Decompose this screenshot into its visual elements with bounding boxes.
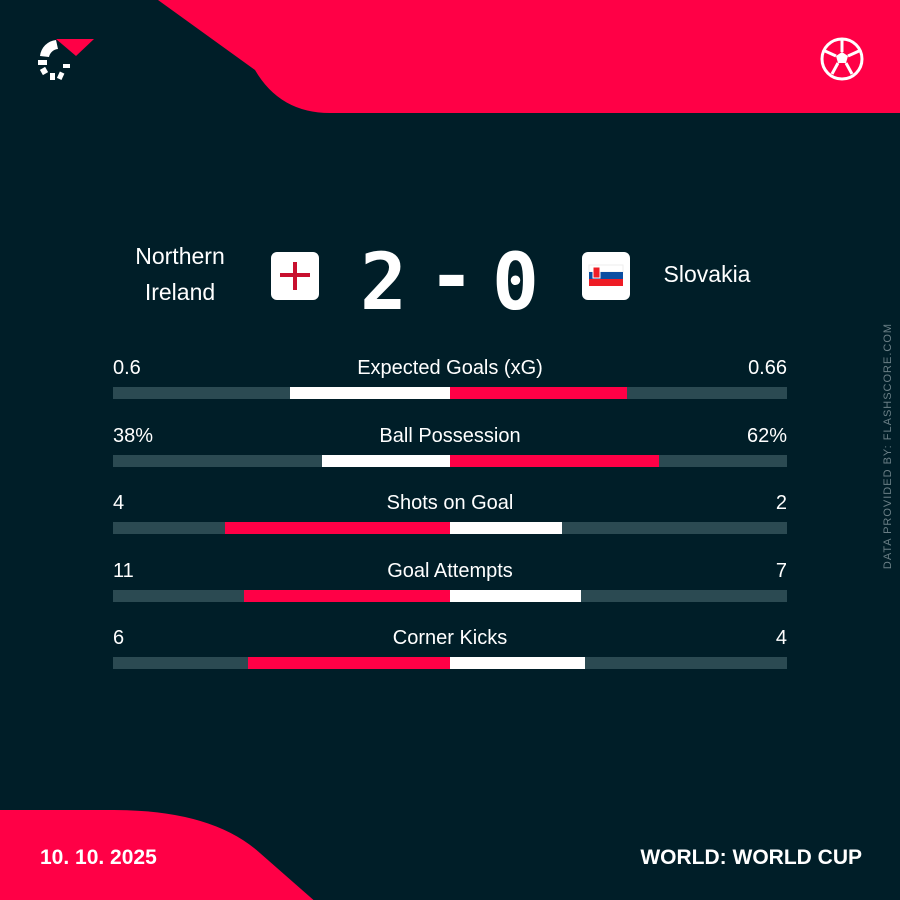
away-value: 0.66 — [748, 357, 787, 379]
home-value: 38% — [113, 424, 154, 447]
flag-icon — [280, 262, 310, 290]
home-team-line2: Ireland — [144, 279, 216, 305]
away-bar — [450, 657, 585, 669]
stat-row: 38% Ball Possession 62% — [113, 423, 787, 473]
away-team-name: Slovakia — [663, 261, 751, 287]
away-score: 0 — [492, 238, 539, 328]
home-team-line1: Northern — [135, 243, 225, 269]
away-bar — [450, 387, 627, 399]
home-value: 0.6 — [113, 357, 141, 379]
slovakia-flag — [582, 252, 630, 300]
stat-row: 11 Goal Attempts 7 — [113, 558, 787, 608]
northern-ireland-flag — [271, 252, 319, 300]
home-bar — [289, 387, 450, 399]
home-value: 11 — [113, 559, 134, 582]
stat-name: Ball Possession — [379, 424, 521, 447]
stat-name: Goal Attempts — [387, 559, 513, 582]
home-score: 2 — [360, 238, 407, 328]
data-credit: DATA PROVIDED BY: FLASHSCORE.COM — [882, 322, 894, 570]
home-bar — [247, 657, 450, 669]
stat-bar-track — [113, 657, 787, 669]
competition-name: WORLD: WORLD CUP — [640, 846, 862, 869]
stat-name: Expected Goals (xG) — [357, 357, 543, 379]
match-date: 10. 10. 2025 — [40, 846, 157, 869]
stat-name: Corner Kicks — [392, 627, 508, 649]
flag-icon — [588, 264, 624, 286]
flashscore-logo — [38, 39, 94, 80]
stat-bar-track — [113, 522, 787, 534]
stat-row: 6 Corner Kicks 4 — [113, 625, 787, 675]
away-value: 7 — [775, 559, 787, 582]
home-team-name: Northern Ireland — [110, 238, 250, 310]
home-bar — [321, 454, 450, 467]
stat-name: Shots on Goal — [386, 492, 514, 514]
home-bar — [244, 589, 450, 602]
stat-row: 4 Shots on Goal 2 — [113, 490, 787, 540]
away-value: 4 — [775, 627, 787, 649]
away-bar — [450, 454, 659, 467]
home-value: 4 — [113, 492, 125, 514]
score-separator: - — [428, 232, 475, 322]
home-bar — [225, 522, 450, 534]
soccer-ball-icon — [820, 37, 864, 81]
stat-bar-track — [113, 589, 787, 602]
stat-bar-track — [113, 454, 787, 467]
stat-bar-track — [113, 387, 787, 399]
away-value: 2 — [775, 492, 787, 514]
away-bar — [450, 522, 563, 534]
away-bar — [450, 589, 582, 602]
home-value: 6 — [113, 627, 125, 649]
away-value: 62% — [746, 424, 787, 447]
stat-row: 0.6 Expected Goals (xG) 0.66 — [113, 355, 787, 405]
